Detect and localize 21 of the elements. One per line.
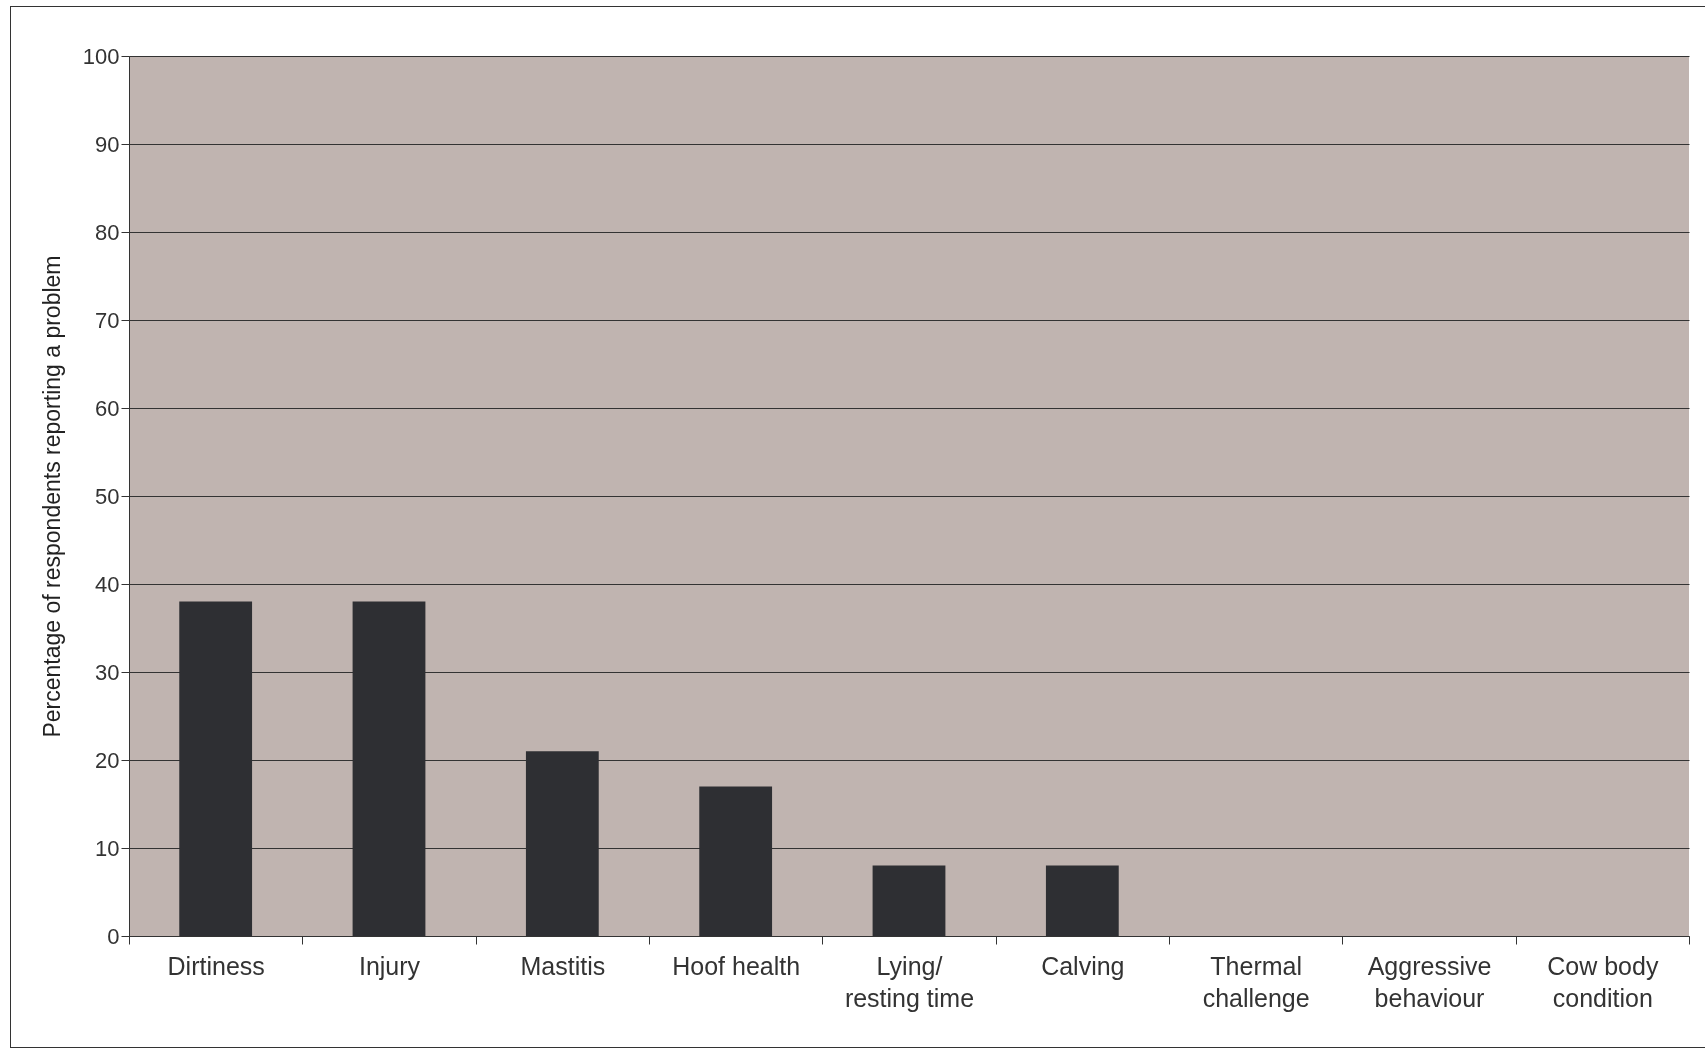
y-tick-label: 80 <box>95 219 120 245</box>
y-tick-label: 100 <box>82 43 120 69</box>
x-tick-label: Mastitis <box>520 951 606 980</box>
y-tick-label: 70 <box>95 307 120 333</box>
x-tick-label: Cow body condition <box>1547 951 1659 1012</box>
y-axis-title: Percentage of respondents reporting a problem <box>38 255 65 738</box>
y-tick-label: 10 <box>95 835 120 861</box>
y-tick-label: 90 <box>95 131 120 157</box>
y-tick-label: 50 <box>95 483 120 509</box>
x-tick-label: Injury <box>358 951 421 980</box>
y-tick-label: 60 <box>95 395 120 421</box>
x-tick-label: Aggressive behaviour <box>1367 951 1492 1012</box>
x-tick-label: Lying/ resting time <box>844 951 975 1012</box>
x-tick-label: Calving <box>1041 951 1125 980</box>
y-tick-label: 30 <box>95 659 120 685</box>
y-tick-label: 0 <box>107 923 120 949</box>
y-tick-label: 20 <box>95 747 120 773</box>
x-tick-label: Hoof health <box>672 951 801 980</box>
y-tick-label: 40 <box>95 571 120 597</box>
x-tick-label: Thermal challenge <box>1202 951 1310 1012</box>
x-tick-label: Dirtiness <box>167 951 265 980</box>
